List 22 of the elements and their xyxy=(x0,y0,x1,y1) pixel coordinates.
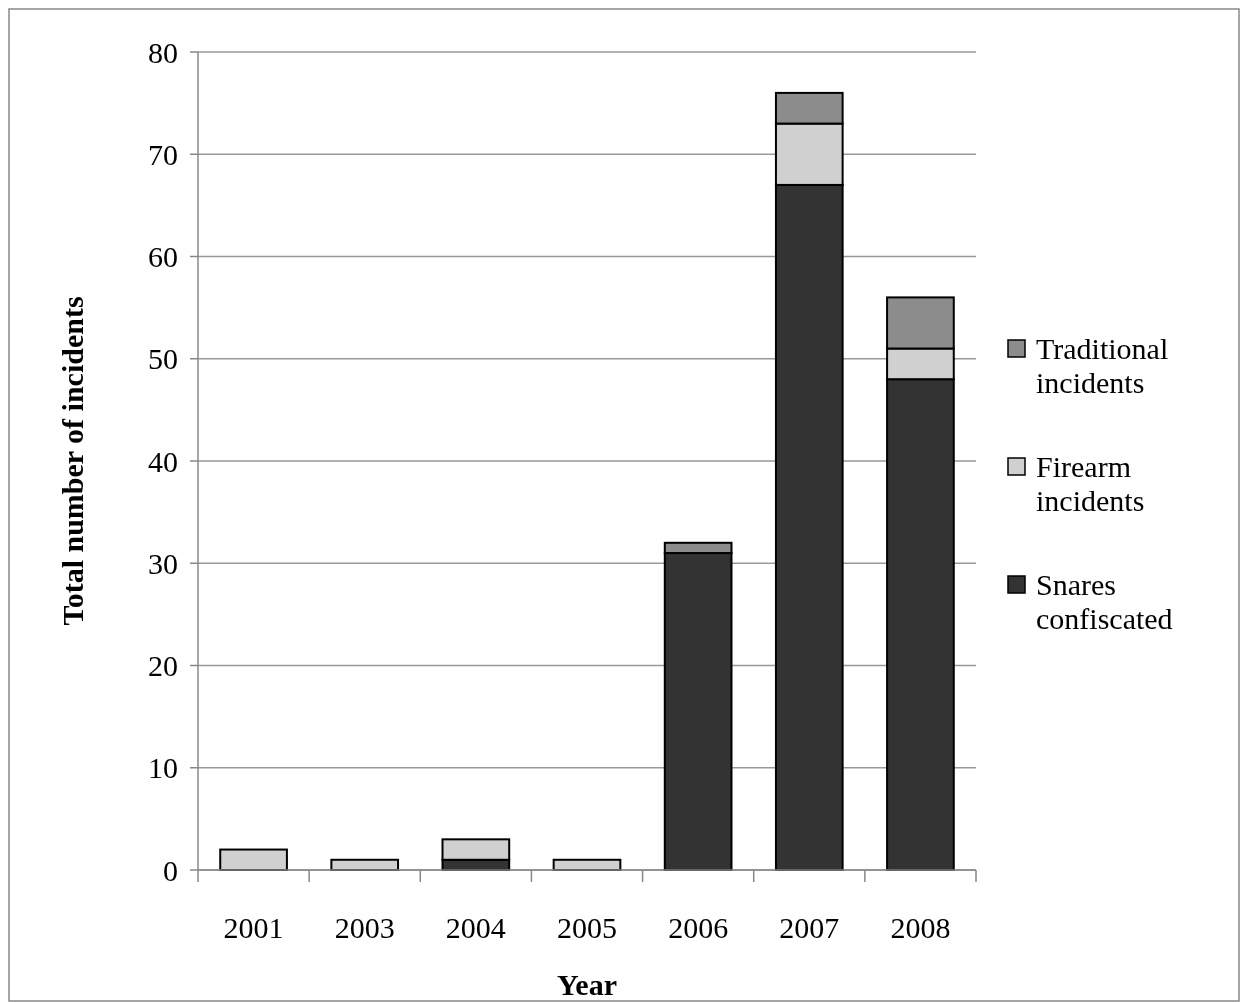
y-tick-label: 0 xyxy=(163,853,178,887)
legend-label: Snares confiscated xyxy=(1036,567,1173,635)
x-tick-label: 2003 xyxy=(334,911,395,944)
x-tick-label: 2006 xyxy=(668,911,729,944)
y-tick-label: 50 xyxy=(148,342,178,376)
legend-label: Firearm incidents xyxy=(1036,449,1145,517)
y-tick-label: 60 xyxy=(148,240,178,273)
x-axis-title: Year xyxy=(557,968,617,1001)
y-tick-label: 30 xyxy=(148,546,178,580)
y-tick-label: 80 xyxy=(148,35,178,69)
y-axis-title: Total number of incidents xyxy=(56,296,89,626)
x-tick-label: 2005 xyxy=(557,911,617,944)
y-tick-label: 10 xyxy=(148,751,178,785)
y-tick-label: 40 xyxy=(148,444,178,478)
y-tick-label: 70 xyxy=(148,137,178,171)
x-tick-label: 2004 xyxy=(445,911,506,944)
x-tick-label: 2008 xyxy=(890,911,951,944)
x-tick-label: 2001 xyxy=(223,911,284,944)
y-tick-label: 20 xyxy=(148,649,178,682)
x-tick-label: 2007 xyxy=(779,911,840,944)
legend-label: Traditional incidents xyxy=(1036,331,1169,399)
bar xyxy=(219,848,288,871)
